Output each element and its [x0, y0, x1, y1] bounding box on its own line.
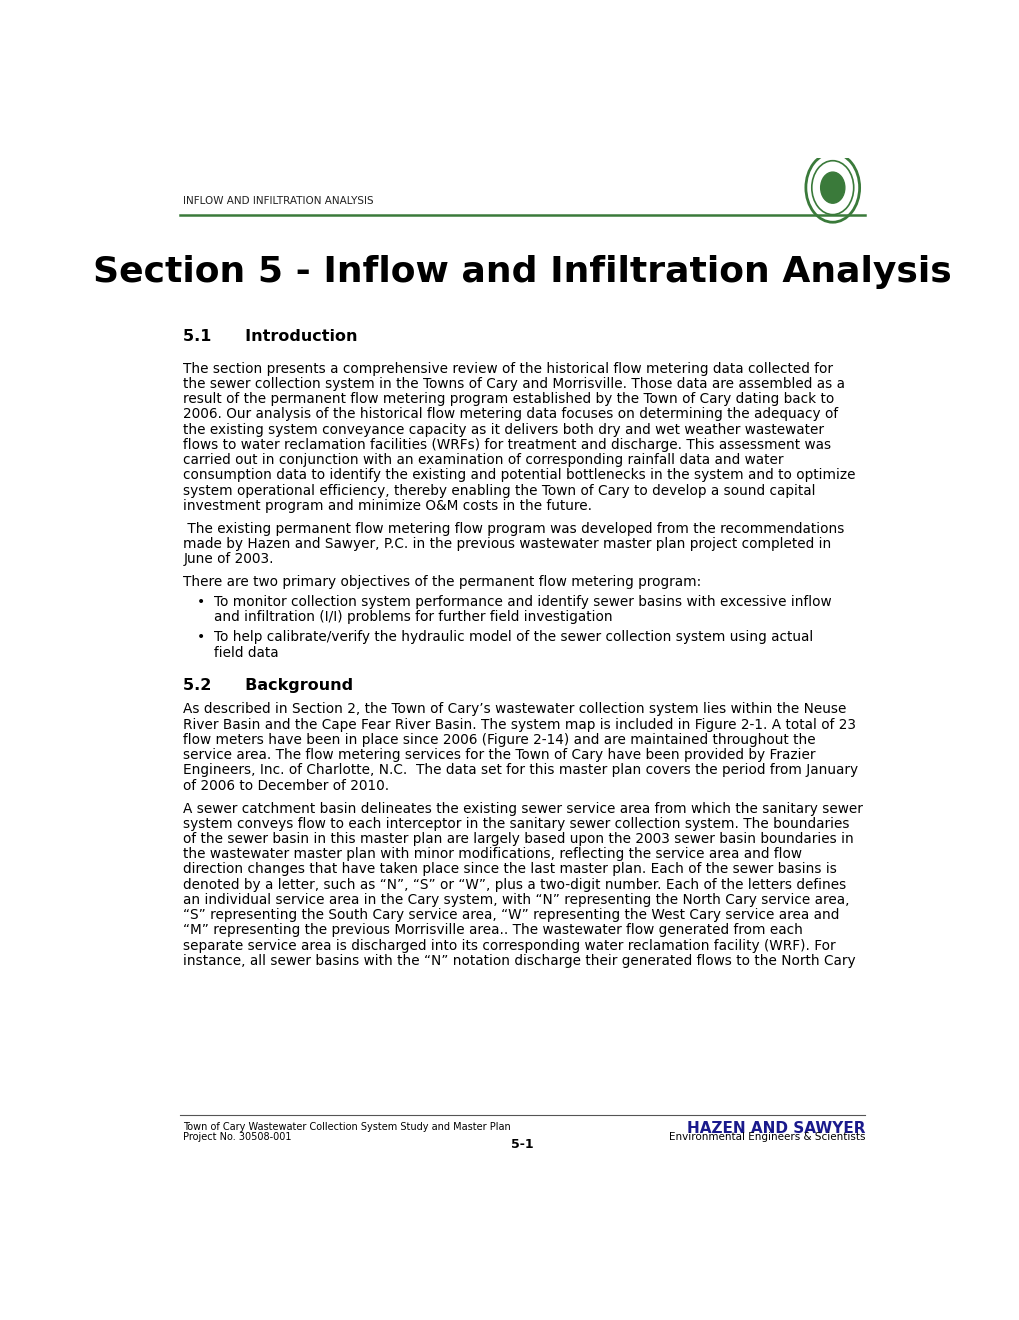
Text: carried out in conjunction with an examination of corresponding rainfall data an: carried out in conjunction with an exami…	[183, 453, 783, 467]
Text: 5.1      Introduction: 5.1 Introduction	[183, 330, 358, 345]
Text: system operational efficiency, thereby enabling the Town of Cary to develop a so: system operational efficiency, thereby e…	[183, 483, 815, 498]
Text: To help calibrate/verify the hydraulic model of the sewer collection system usin: To help calibrate/verify the hydraulic m…	[214, 630, 813, 644]
Text: As described in Section 2, the Town of Cary’s wastewater collection system lies : As described in Section 2, the Town of C…	[183, 702, 846, 717]
Text: 2006. Our analysis of the historical flow metering data focuses on determining t: 2006. Our analysis of the historical flo…	[183, 408, 838, 421]
Text: flow meters have been in place since 2006 (Figure 2-14) and are maintained throu: flow meters have been in place since 200…	[183, 733, 815, 747]
Text: INFLOW AND INFILTRATION ANALYSIS: INFLOW AND INFILTRATION ANALYSIS	[183, 195, 374, 206]
Text: and infiltration (I/I) problems for further field investigation: and infiltration (I/I) problems for furt…	[214, 610, 612, 624]
Text: A sewer catchment basin delineates the existing sewer service area from which th: A sewer catchment basin delineates the e…	[183, 801, 862, 816]
Text: direction changes that have taken place since the last master plan. Each of the : direction changes that have taken place …	[183, 862, 837, 876]
Text: 5.2      Background: 5.2 Background	[183, 677, 353, 693]
Text: service area. The flow metering services for the Town of Cary have been provided: service area. The flow metering services…	[183, 748, 815, 762]
Text: “M” representing the previous Morrisville area.. The wastewater flow generated f: “M” representing the previous Morrisvill…	[183, 924, 802, 937]
Text: of the sewer basin in this master plan are largely based upon the 2003 sewer bas: of the sewer basin in this master plan a…	[183, 832, 853, 846]
Text: investment program and minimize O&M costs in the future.: investment program and minimize O&M cost…	[183, 499, 592, 513]
Text: 5-1: 5-1	[511, 1138, 534, 1151]
Text: To monitor collection system performance and identify sewer basins with excessiv: To monitor collection system performance…	[214, 595, 832, 609]
Text: of 2006 to December of 2010.: of 2006 to December of 2010.	[183, 779, 389, 792]
Text: consumption data to identify the existing and potential bottlenecks in the syste: consumption data to identify the existin…	[183, 469, 855, 482]
Text: separate service area is discharged into its corresponding water reclamation fac: separate service area is discharged into…	[183, 939, 836, 953]
Circle shape	[820, 172, 844, 203]
Text: Section 5 - Inflow and Infiltration Analysis: Section 5 - Inflow and Infiltration Anal…	[94, 255, 951, 289]
Text: made by Hazen and Sawyer, P.C. in the previous wastewater master plan project co: made by Hazen and Sawyer, P.C. in the pr…	[183, 537, 830, 550]
Text: instance, all sewer basins with the “N” notation discharge their generated flows: instance, all sewer basins with the “N” …	[183, 954, 855, 968]
Text: an individual service area in the Cary system, with “N” representing the North C: an individual service area in the Cary s…	[183, 892, 849, 907]
Text: HAZEN AND SAWYER: HAZEN AND SAWYER	[686, 1121, 864, 1137]
Text: June of 2003.: June of 2003.	[183, 552, 273, 566]
Text: the wastewater master plan with minor modifications, reflecting the service area: the wastewater master plan with minor mo…	[183, 847, 802, 861]
Text: denoted by a letter, such as “N”, “S” or “W”, plus a two-digit number. Each of t: denoted by a letter, such as “N”, “S” or…	[183, 878, 846, 892]
Text: The existing permanent flow metering flow program was developed from the recomme: The existing permanent flow metering flo…	[183, 521, 844, 536]
Text: field data: field data	[214, 645, 278, 660]
Text: River Basin and the Cape Fear River Basin. The system map is included in Figure : River Basin and the Cape Fear River Basi…	[183, 718, 856, 731]
Text: •: •	[197, 595, 205, 609]
Text: result of the permanent flow metering program established by the Town of Cary da: result of the permanent flow metering pr…	[183, 392, 834, 407]
Text: There are two primary objectives of the permanent flow metering program:: There are two primary objectives of the …	[183, 576, 701, 589]
Text: Environmental Engineers & Scientists: Environmental Engineers & Scientists	[668, 1133, 864, 1142]
Text: Project No. 30508-001: Project No. 30508-001	[183, 1131, 291, 1142]
Text: flows to water reclamation facilities (WRFs) for treatment and discharge. This a: flows to water reclamation facilities (W…	[183, 438, 830, 451]
Text: the sewer collection system in the Towns of Cary and Morrisville. Those data are: the sewer collection system in the Towns…	[183, 378, 845, 391]
Text: Engineers, Inc. of Charlotte, N.C.  The data set for this master plan covers the: Engineers, Inc. of Charlotte, N.C. The d…	[183, 763, 858, 777]
Text: The section presents a comprehensive review of the historical flow metering data: The section presents a comprehensive rev…	[183, 362, 833, 376]
Text: system conveys flow to each interceptor in the sanitary sewer collection system.: system conveys flow to each interceptor …	[183, 817, 849, 830]
Text: the existing system conveyance capacity as it delivers both dry and wet weather : the existing system conveyance capacity …	[183, 422, 823, 437]
Text: Town of Cary Wastewater Collection System Study and Master Plan: Town of Cary Wastewater Collection Syste…	[183, 1122, 511, 1133]
Text: •: •	[197, 630, 205, 644]
Text: “S” representing the South Cary service area, “W” representing the West Cary ser: “S” representing the South Cary service …	[183, 908, 839, 923]
